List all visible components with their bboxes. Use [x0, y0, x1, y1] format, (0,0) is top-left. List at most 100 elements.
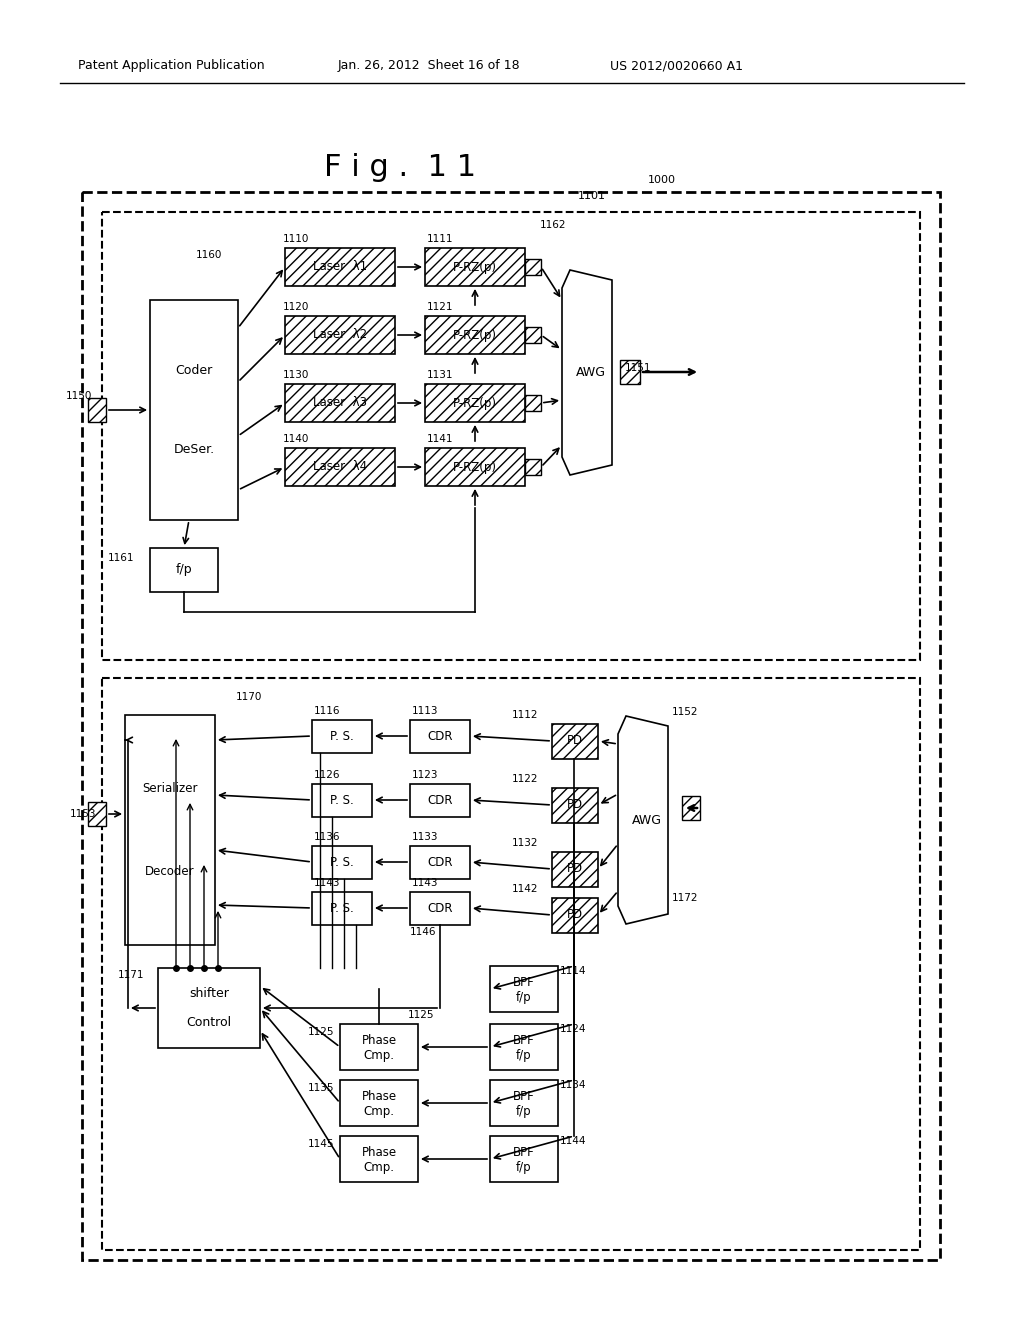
- Text: AWG: AWG: [632, 813, 662, 826]
- Bar: [552, 851, 598, 887]
- Text: f/p: f/p: [516, 1106, 531, 1118]
- Text: DeSer.: DeSer.: [173, 444, 215, 457]
- Text: 1126: 1126: [314, 770, 341, 780]
- Bar: [425, 248, 525, 286]
- Text: US 2012/0020660 A1: US 2012/0020660 A1: [610, 59, 743, 73]
- Text: Decoder: Decoder: [145, 865, 195, 878]
- Text: 1171: 1171: [118, 970, 144, 979]
- Text: Serializer: Serializer: [142, 781, 198, 795]
- Bar: [620, 360, 640, 384]
- Text: 1162: 1162: [540, 220, 566, 230]
- Text: 1152: 1152: [672, 708, 698, 717]
- Text: F i g .  1 1: F i g . 1 1: [324, 153, 476, 182]
- Text: 1125: 1125: [408, 1010, 434, 1020]
- Text: 1112: 1112: [512, 710, 539, 719]
- Text: PD: PD: [567, 799, 583, 812]
- Text: 1113: 1113: [412, 706, 438, 715]
- Bar: [425, 447, 525, 486]
- Text: Coder: Coder: [175, 364, 213, 378]
- Bar: [150, 300, 238, 520]
- Text: f/p: f/p: [516, 991, 531, 1005]
- Bar: [285, 447, 395, 486]
- Text: Laser  λ1: Laser λ1: [313, 260, 367, 273]
- Text: P-RZ(p): P-RZ(p): [453, 329, 497, 342]
- Polygon shape: [562, 271, 612, 475]
- Bar: [525, 327, 541, 343]
- Bar: [525, 395, 541, 411]
- Bar: [490, 1137, 558, 1181]
- Text: BPF: BPF: [513, 1147, 535, 1159]
- Bar: [150, 548, 218, 591]
- Text: 1114: 1114: [560, 966, 587, 975]
- Bar: [525, 459, 541, 475]
- Text: 1124: 1124: [560, 1024, 587, 1034]
- Bar: [525, 259, 541, 275]
- Text: 1143: 1143: [412, 878, 438, 888]
- Bar: [425, 384, 525, 422]
- Bar: [682, 796, 700, 820]
- Text: f/p: f/p: [176, 564, 193, 577]
- Text: 1151: 1151: [625, 363, 651, 374]
- Bar: [425, 384, 525, 422]
- Bar: [285, 315, 395, 354]
- Text: 1135: 1135: [308, 1082, 335, 1093]
- Text: CDR: CDR: [427, 855, 453, 869]
- Text: 1130: 1130: [283, 370, 309, 380]
- Text: 1101: 1101: [578, 191, 606, 201]
- Text: BPF: BPF: [513, 977, 535, 990]
- Bar: [312, 719, 372, 752]
- Bar: [125, 715, 215, 945]
- Bar: [285, 248, 395, 286]
- Bar: [552, 898, 598, 933]
- Bar: [490, 966, 558, 1012]
- Bar: [410, 719, 470, 752]
- Text: Laser  λ3: Laser λ3: [313, 396, 367, 409]
- Text: Laser  λ4: Laser λ4: [313, 461, 367, 474]
- Bar: [102, 213, 920, 660]
- Text: Phase: Phase: [361, 1090, 396, 1104]
- Bar: [312, 892, 372, 925]
- Bar: [88, 399, 106, 422]
- Text: Laser  λ2: Laser λ2: [313, 329, 367, 342]
- Text: 1141: 1141: [427, 434, 454, 444]
- Text: CDR: CDR: [427, 793, 453, 807]
- Text: BPF: BPF: [513, 1035, 535, 1048]
- Bar: [490, 1024, 558, 1071]
- Bar: [425, 447, 525, 486]
- Bar: [552, 723, 598, 759]
- Bar: [88, 803, 106, 826]
- Text: 1140: 1140: [283, 434, 309, 444]
- Text: Control: Control: [186, 1016, 231, 1028]
- Text: 1122: 1122: [512, 774, 539, 784]
- Polygon shape: [618, 715, 668, 924]
- Text: Patent Application Publication: Patent Application Publication: [78, 59, 264, 73]
- Text: CDR: CDR: [427, 902, 453, 915]
- Text: 1125: 1125: [308, 1027, 335, 1038]
- Bar: [285, 384, 395, 422]
- Text: 1170: 1170: [236, 692, 262, 702]
- Bar: [425, 315, 525, 354]
- Bar: [525, 395, 541, 411]
- Bar: [410, 892, 470, 925]
- Bar: [682, 796, 700, 820]
- Text: 1143: 1143: [314, 878, 341, 888]
- Bar: [285, 315, 395, 354]
- Text: 1133: 1133: [412, 832, 438, 842]
- Bar: [525, 327, 541, 343]
- Text: Cmp.: Cmp.: [364, 1162, 394, 1175]
- Text: 1123: 1123: [412, 770, 438, 780]
- Bar: [158, 968, 260, 1048]
- Bar: [340, 1080, 418, 1126]
- Text: PD: PD: [567, 734, 583, 747]
- Text: 1111: 1111: [427, 234, 454, 244]
- Text: Cmp.: Cmp.: [364, 1106, 394, 1118]
- Text: P. S.: P. S.: [330, 855, 354, 869]
- Bar: [425, 315, 525, 354]
- Text: 1144: 1144: [560, 1137, 587, 1146]
- Text: P-RZ(p): P-RZ(p): [453, 396, 497, 409]
- Bar: [525, 459, 541, 475]
- Text: 1116: 1116: [314, 706, 341, 715]
- Text: P-RZ(p): P-RZ(p): [453, 461, 497, 474]
- Bar: [552, 788, 598, 822]
- Bar: [552, 723, 598, 759]
